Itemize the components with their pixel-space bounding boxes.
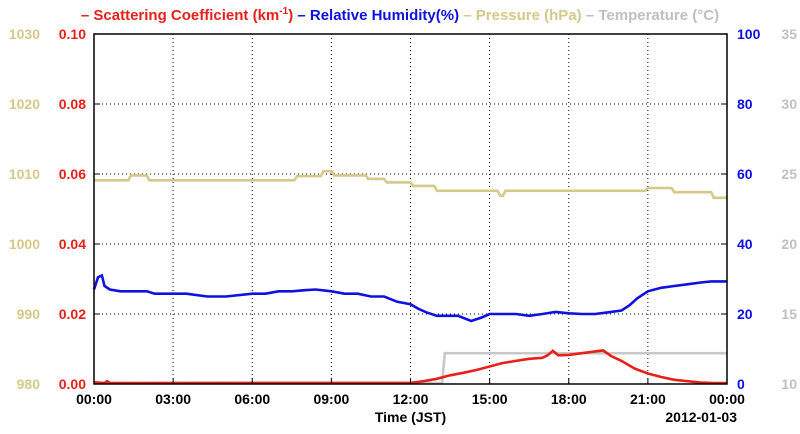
x-tick-label: 00:00 [709,391,745,407]
temperature-tick-label: 25 [781,166,797,182]
x-tick-label: 12:00 [393,391,429,407]
humidity-tick-label: 60 [737,166,753,182]
legend-entry-label: ) [288,7,293,24]
x-tick-label: 00:00 [76,391,112,407]
series-scattering-line [93,349,727,385]
pressure-tick-label: 990 [17,306,41,322]
scattering-tick-label: 0.02 [59,306,86,322]
series-layer [92,169,727,385]
scattering-tick-label: 0.10 [59,26,86,42]
pressure-tick-label: 1020 [9,96,40,112]
series-humidity-line [92,273,727,323]
temperature-tick-label: 35 [781,26,797,42]
legend-dash: – [81,7,94,24]
series-pressure-line [94,169,727,200]
x-tick-label: 06:00 [234,391,270,407]
date-label: 2012-01-03 [665,409,737,425]
scattering-tick-label: 0.08 [59,96,86,112]
legend-entry-label: Relative Humidity(%) [310,7,459,24]
x-axis-title: Time (JST) [375,409,446,425]
humidity-tick-label: 100 [737,26,761,42]
temperature-tick-label: 15 [781,306,797,322]
x-tick-label: 15:00 [472,391,508,407]
scattering-tick-label: 0.04 [59,236,86,252]
temperature-tick-label: 10 [781,376,797,392]
ticks-layer: 00:00 03:00 06:00 09:00 12:00 15:00 18:00 21:00… [9,26,797,407]
humidity-tick-label: 80 [737,96,753,112]
humidity-tick-label: 40 [737,236,753,252]
grid-layer [94,34,727,384]
pressure-tick-label: 1030 [9,26,40,42]
legend-superscript: -1 [279,6,288,17]
scattering-tick-label: 0.00 [59,376,86,392]
legend-entry-label: Scattering Coefficient (km [93,7,279,24]
scattering-tick-label: 0.06 [59,166,86,182]
x-tick-label: 21:00 [630,391,666,407]
x-tick-label: 03:00 [155,391,191,407]
legend: – Scattering Coefficient (km-1) – Relati… [81,6,719,24]
legend-entry-label: Temperature (°C) [598,7,719,24]
pressure-tick-label: 980 [17,376,41,392]
temperature-tick-label: 20 [781,236,797,252]
legend-dash: – [459,7,476,24]
legend-dash: – [582,7,599,24]
humidity-tick-label: 0 [737,376,745,392]
legend-entry-label: Pressure (hPa) [476,7,582,24]
temperature-tick-label: 30 [781,96,797,112]
legend-line: – Scattering Coefficient (km-1) – Relati… [81,6,719,24]
pressure-tick-label: 1000 [9,236,40,252]
humidity-tick-label: 20 [737,306,753,322]
pressure-tick-label: 1010 [9,166,40,182]
legend-dash: – [293,7,310,24]
x-tick-label: 18:00 [551,391,587,407]
x-tick-label: 09:00 [313,391,349,407]
